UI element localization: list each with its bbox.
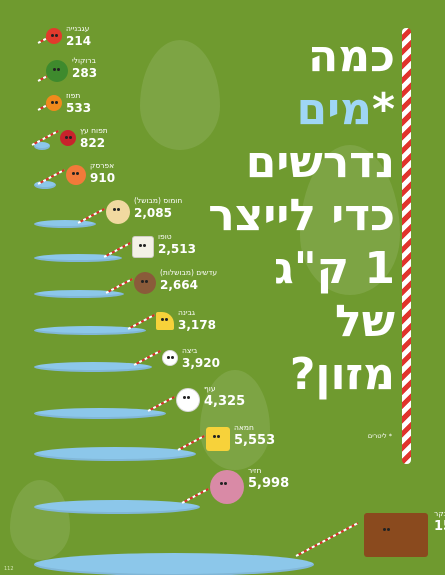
food-eye: [52, 67, 56, 71]
peach-icon: [66, 165, 86, 185]
straw: [37, 75, 48, 82]
food-eye: [213, 435, 217, 439]
butter-icon: [206, 427, 230, 451]
water-puddle: [34, 181, 56, 189]
tomato-icon: [46, 28, 62, 44]
water-liters: 15,415: [434, 519, 445, 534]
headline-line: מזון?: [289, 349, 395, 400]
water-puddle: [34, 362, 152, 372]
background-drop: [200, 370, 270, 470]
background-drop: [10, 480, 70, 560]
food-eye: [140, 279, 144, 283]
cheese-icon: [156, 312, 174, 330]
food-eye: [220, 481, 224, 485]
food-name: עגבנייה: [66, 24, 90, 33]
water-liters: 2,664: [160, 278, 198, 292]
food-eye: [64, 135, 68, 139]
decorative-straw: [402, 28, 411, 464]
straw: [147, 396, 175, 412]
lentil-icon: [134, 272, 156, 294]
broccoli-icon: [46, 60, 68, 82]
food-eye: [72, 172, 75, 175]
headline-line-accent: *מים: [180, 83, 395, 136]
food-name: ביצה: [182, 346, 198, 355]
water-puddle: [34, 553, 314, 575]
water-liters: 2,085: [134, 206, 172, 220]
food-eye: [50, 100, 54, 104]
straw: [181, 488, 209, 504]
food-name: חמאה: [234, 423, 254, 432]
chicken-icon: [176, 388, 200, 412]
water-liters: 283: [72, 66, 98, 80]
water-liters: 5,553: [234, 433, 276, 448]
water-liters: 5,998: [248, 476, 290, 491]
water-liters: 214: [66, 34, 92, 48]
water-puddle: [34, 326, 146, 335]
food-name: טופו: [158, 232, 172, 241]
water-puddle: [34, 220, 96, 228]
food-name: בקר: [434, 509, 445, 518]
water-puddle: [34, 142, 50, 150]
headline-line: כדי לייצר: [208, 190, 395, 241]
food-name: תפוז: [66, 91, 81, 100]
water-liters: 3,178: [178, 318, 216, 332]
food-name: עדשים (מבושלות): [160, 268, 218, 277]
water-liters: 4,325: [204, 394, 246, 409]
apple-icon: [60, 130, 76, 146]
footnote: * ליטרים: [367, 432, 392, 440]
food-eye: [183, 396, 187, 400]
cow-icon: [364, 513, 428, 557]
water-puddle: [34, 290, 124, 298]
egg-icon: [162, 350, 178, 366]
water-liters: 533: [66, 101, 92, 115]
page-number: 112: [4, 566, 14, 572]
headline-line: כמה: [308, 31, 395, 82]
water-puddle: [34, 500, 200, 514]
food-eye: [138, 243, 142, 247]
straw: [133, 350, 161, 366]
water-puddle: [34, 254, 122, 262]
background-drop: [300, 145, 400, 295]
water-liters: 3,920: [182, 356, 220, 370]
food-name: אפרסק: [90, 161, 115, 170]
pig-icon: [210, 470, 244, 504]
headline: כמה *מים נדרשים כדי לייצר 1 ק"ג של מזון?: [180, 30, 395, 401]
water-liters: 910: [90, 171, 116, 185]
food-eye: [383, 528, 387, 532]
food-name: גבינה: [178, 308, 196, 317]
orange-icon: [46, 95, 62, 111]
water-puddle: [34, 447, 196, 461]
food-eye: [113, 208, 117, 212]
food-eye: [166, 355, 170, 359]
food-name: חומוס (מבושל): [134, 196, 183, 205]
chickpea-icon: [106, 200, 130, 224]
straw: [177, 435, 205, 451]
food-name: תפוח עץ: [80, 126, 108, 135]
food-name: חזיר: [248, 466, 262, 475]
water-liters: 822: [80, 136, 106, 150]
headline-line: 1 ק"ג: [274, 243, 395, 294]
food-eye: [50, 33, 54, 37]
asterisk-mark: *: [371, 84, 395, 135]
tofu-icon: [132, 236, 154, 258]
food-name: ברוקולי: [72, 56, 96, 65]
water-liters: 2,513: [158, 242, 196, 256]
food-name: עוף: [204, 384, 216, 393]
food-eye: [161, 318, 165, 322]
straw: [127, 314, 155, 330]
headline-water-word: מים: [296, 84, 372, 135]
straw: [295, 522, 359, 557]
headline-line: של: [335, 296, 395, 347]
background-drop: [140, 40, 220, 150]
headline-line: נדרשים: [245, 137, 395, 188]
water-puddle: [34, 408, 166, 419]
